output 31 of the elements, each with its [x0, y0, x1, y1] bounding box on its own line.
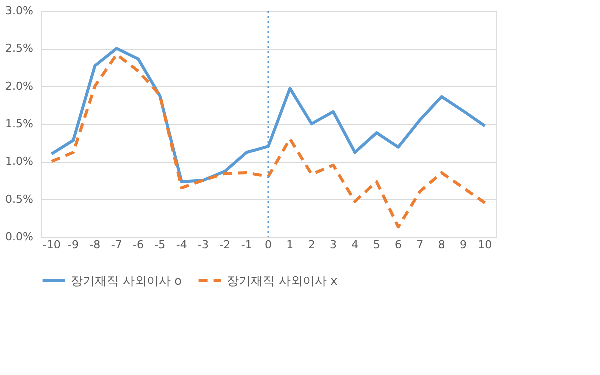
x-tick-label: 10: [478, 238, 492, 252]
x-tick-label: -6: [133, 238, 144, 252]
legend-label: 장기재직 사외이사 x: [227, 274, 338, 288]
x-tick-label: -3: [198, 238, 209, 252]
x-tick-label: 8: [438, 238, 446, 252]
x-tick-label: 1: [286, 238, 294, 252]
x-tick-label: 2: [308, 238, 316, 252]
legend-label: 장기재직 사외이사 o: [71, 274, 182, 288]
x-tick-label: -9: [68, 238, 79, 252]
x-tick-label: 3: [330, 238, 337, 252]
x-tick-label: -5: [154, 238, 166, 252]
x-tick-label: 9: [460, 238, 467, 252]
x-tick-label: 5: [373, 238, 380, 252]
x-tick-label: 4: [352, 238, 359, 252]
y-tick-label: 2.5%: [6, 42, 34, 56]
x-tick-label: -2: [220, 238, 231, 252]
x-tick-label: -10: [42, 238, 61, 252]
y-tick-label: 0.5%: [6, 192, 34, 206]
x-tick-label: 6: [395, 238, 402, 252]
y-tick-label: 0.0%: [6, 230, 34, 244]
x-tick-label: 0: [265, 238, 272, 252]
x-tick-label: -8: [90, 238, 101, 252]
line-series: [50, 53, 487, 229]
x-tick-label: -7: [111, 238, 122, 252]
y-tick-label: 3.0%: [6, 4, 34, 18]
x-tick-label: -1: [241, 238, 252, 252]
x-tick-label: -4: [176, 238, 188, 252]
y-tick-label: 1.5%: [6, 118, 34, 130]
x-tick-label: 7: [416, 238, 424, 252]
y-tick-label: 2.0%: [6, 80, 34, 93]
y-tick-label: 1.0%: [6, 155, 34, 168]
